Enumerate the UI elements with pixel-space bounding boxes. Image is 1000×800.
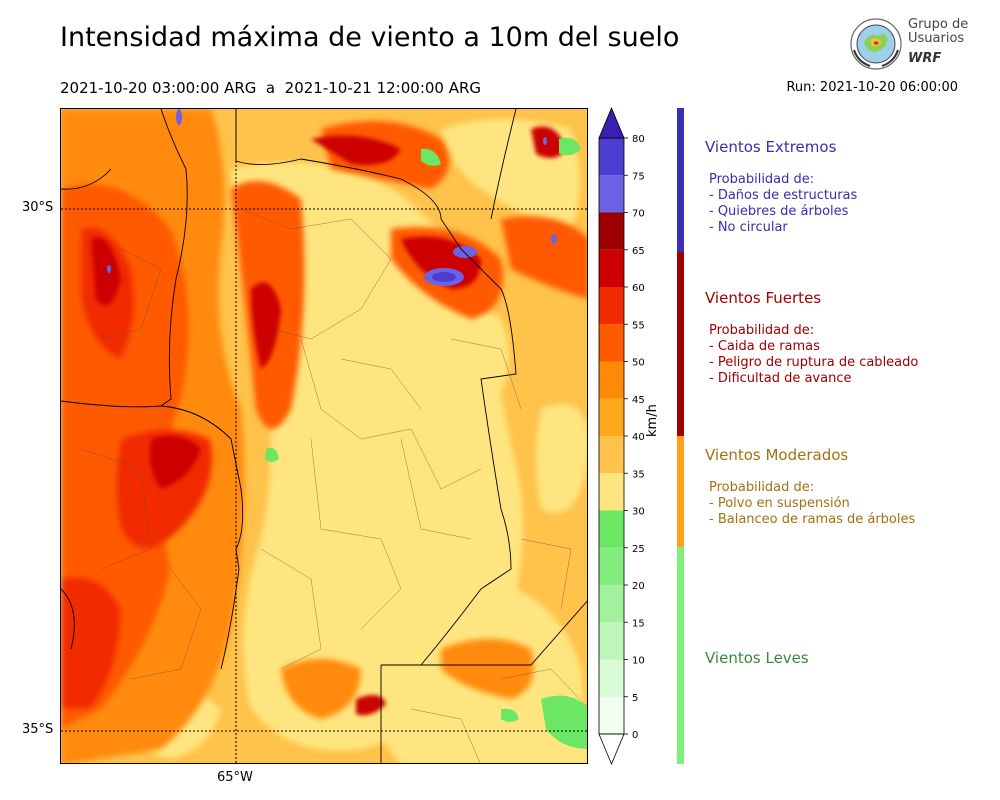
moderados-line-1: Probabilidad de: (709, 480, 815, 495)
department-boundaries (80, 208, 587, 763)
colorbar-segment (599, 361, 624, 399)
lon-label-65w: 65°W (217, 770, 253, 785)
colorbar-tick-label: 45 (632, 395, 645, 406)
extremos-line-1: Probabilidad de: (709, 172, 815, 187)
category-leves-title: Vientos Leves (705, 649, 809, 667)
category-moderados-title: Vientos Moderados (705, 446, 849, 464)
category-moderados-desc: Probabilidad de: - Polvo en suspensión -… (709, 480, 915, 528)
fuertes-line-4: - Dificultad de avance (709, 371, 852, 386)
moderados-line-3: - Balanceo de ramas de árboles (709, 512, 916, 527)
run-time: Run: 2021-10-20 06:00:00 (786, 80, 958, 95)
colorbar-segment (599, 585, 624, 623)
colorbar-min-extension (598, 733, 625, 766)
forecast-period: 2021-10-20 03:00:00 ARG a 2021-10-21 12:… (60, 79, 482, 97)
category-bar-moderados (677, 436, 684, 547)
colorbar-segment (599, 547, 624, 585)
colorbar-segment (599, 287, 624, 325)
fuertes-line-1: Probabilidad de: (709, 323, 815, 338)
category-bar (677, 108, 684, 764)
colorbar-tick-label: 15 (632, 618, 645, 629)
logo-line-1: Grupo de (908, 17, 969, 32)
colorbar-tick-label: 80 (632, 134, 645, 145)
wind-map (60, 108, 588, 764)
colorbar-scale: 0 5 10 15 20 25 30 35 40 45 50 55 60 65 70 75 80 (598, 106, 645, 766)
category-extremos-title: Vientos Extremos (705, 138, 837, 156)
category-bar-extremos (677, 108, 684, 252)
colorbar-segment (599, 622, 624, 660)
colorbar-tick-label: 70 (632, 209, 645, 220)
category-bar-leves (677, 547, 684, 764)
colorbar-segment (599, 659, 624, 697)
colorbar-tick-label: 10 (632, 656, 645, 667)
moderados-line-2: - Polvo en suspensión (709, 496, 850, 511)
colorbar-tick-label: 25 (632, 544, 645, 555)
colorbar-segment (599, 175, 624, 213)
fuertes-line-2: - Caida de ramas (709, 339, 820, 354)
category-bar-fuertes (677, 252, 684, 436)
colorbar-tick-label: 55 (632, 320, 645, 331)
colorbar-segment (599, 696, 624, 734)
colorbar-tick-label: 5 (632, 693, 638, 704)
colorbar-tick-label: 75 (632, 171, 645, 182)
globe-emblem-icon (850, 18, 902, 70)
extremos-line-2: - Daños de estructuras (709, 188, 858, 203)
colorbar-segment (599, 138, 624, 176)
graticule (61, 109, 587, 763)
lat-label-35s: 35°S (22, 722, 54, 737)
colorbar-max-extension (598, 106, 625, 139)
lat-label-30s: 30°S (22, 200, 54, 215)
colorbar-tick-label: 30 (632, 507, 645, 518)
colorbar-unit: km/h (645, 404, 660, 437)
colorbar-tick-label: 40 (632, 432, 645, 443)
extremos-line-3: - Quiebres de árboles (709, 204, 849, 219)
logo-line-2: Usuarios (908, 31, 965, 46)
colorbar-tick-label: 0 (632, 730, 638, 741)
wind-field (61, 109, 587, 763)
colorbar-segment (599, 510, 624, 548)
extremos-line-4: - No circular (709, 220, 788, 235)
colorbar-tick-label: 50 (632, 358, 645, 369)
logo-wrf-text: WRF (908, 51, 942, 66)
colorbar-segment (599, 473, 624, 511)
category-extremos-desc: Probabilidad de: - Daños de estructuras … (709, 172, 857, 236)
colorbar-tick-label: 65 (632, 246, 645, 257)
category-fuertes-title: Vientos Fuertes (705, 289, 822, 307)
field-extreme (107, 109, 557, 286)
map-title: Intensidad máxima de viento a 10m del su… (60, 22, 680, 53)
colorbar-segment (599, 436, 624, 474)
province-boundaries (61, 109, 587, 763)
colorbar-tick-label: 60 (632, 283, 645, 294)
colorbar: 0 5 10 15 20 25 30 35 40 45 50 55 60 65 70 75 80 (597, 105, 667, 770)
fuertes-line-3: - Peligro de ruptura de cableado (709, 355, 919, 370)
wrf-users-group-logo: Grupo de Usuarios WRF (848, 16, 978, 72)
colorbar-segment (599, 249, 624, 287)
colorbar-tick-label: 20 (632, 581, 645, 592)
colorbar-segment (599, 324, 624, 362)
category-fuertes-desc: Probabilidad de: - Caida de ramas - Peli… (709, 323, 918, 387)
field-weak (265, 137, 587, 749)
logo-text: Grupo de Usuarios (908, 18, 968, 46)
colorbar-segment (599, 398, 624, 436)
colorbar-tick-label: 35 (632, 469, 645, 480)
colorbar-segment (599, 212, 624, 250)
